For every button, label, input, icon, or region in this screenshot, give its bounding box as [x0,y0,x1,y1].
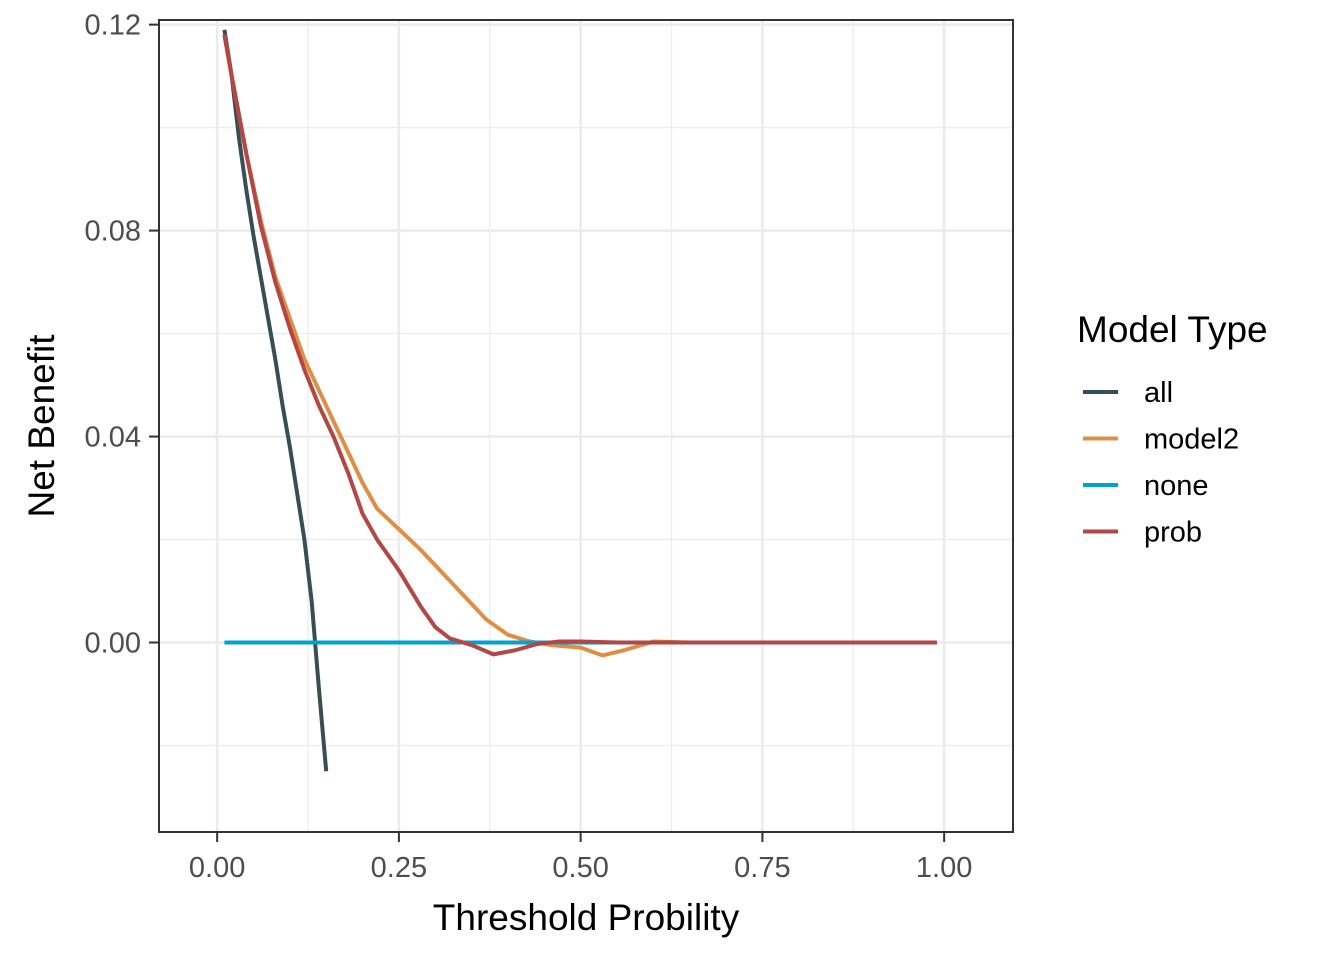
x-tick-label: 0.50 [552,852,608,884]
plot-border [158,19,1014,833]
y-tick-label: 0.04 [85,422,141,454]
y-tick-label: 0.00 [85,628,141,660]
plot-background [159,20,1013,832]
x-tick-label: 0.75 [734,852,790,884]
legend-title: Model Type [1077,309,1268,350]
y-tick-label: 0.08 [85,216,141,248]
y-axis: 0.00 0.04 0.08 0.12 [85,10,159,660]
legend-label-all: all [1144,377,1173,409]
series-line-all [222,29,329,772]
legend-label-none: none [1144,470,1209,502]
x-tick-label: 0.25 [371,852,427,884]
y-tick-label: 0.12 [85,10,141,42]
x-axis-title: Threshold Probility [433,897,740,938]
x-axis: 0.00 0.25 0.50 0.75 1.00 [189,832,972,884]
legend-label-model2: model2 [1144,424,1239,456]
y-axis-title: Net Benefit [21,334,62,518]
series-line-prob [222,34,937,657]
legend-label-prob: prob [1144,517,1202,549]
series-lines [222,29,937,772]
legend: Model Type all model2 none prob [1077,309,1268,549]
x-tick-label: 1.00 [916,852,972,884]
x-tick-label: 0.00 [189,852,245,884]
